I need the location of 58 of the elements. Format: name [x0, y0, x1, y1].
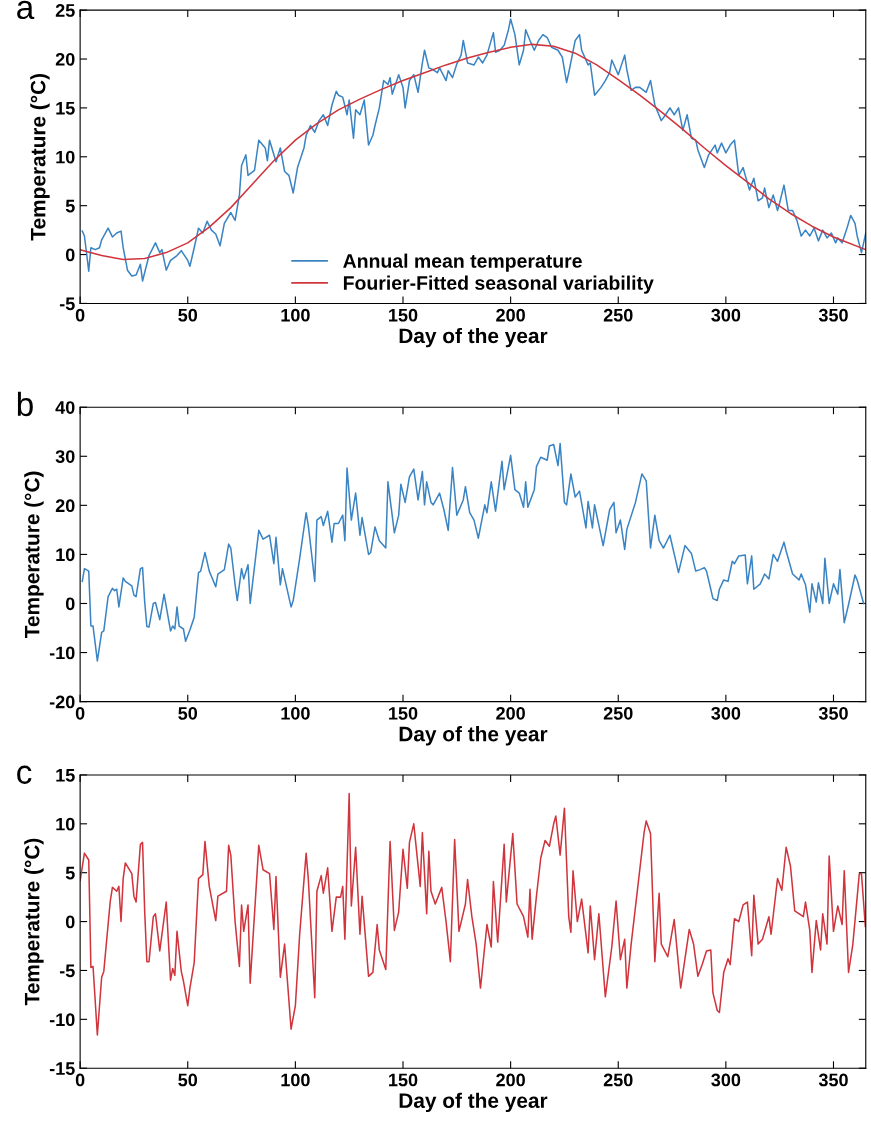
x-tick-label: 150	[389, 308, 418, 322]
x-tick-label: 50	[178, 706, 198, 720]
y-tick-label: 15	[56, 769, 75, 782]
x-tick-label: 250	[603, 706, 633, 720]
x-tick-label: 150	[389, 1073, 418, 1087]
legend-label: Annual mean temperature	[343, 253, 582, 272]
x-tick-label: 200	[496, 308, 525, 322]
x-tick-label: 0	[75, 1073, 85, 1087]
y-axis-title: Temperature (°C)	[30, 73, 50, 241]
x-tick-label: 300	[711, 706, 741, 720]
x-axis-title: Day of the year	[399, 327, 548, 348]
y-tick-label: -15	[49, 1062, 75, 1075]
y-tick-label: -5	[59, 964, 75, 978]
x-tick-label: 100	[281, 1073, 310, 1087]
x-tick-label: 350	[818, 706, 848, 720]
x-tick-label: 200	[496, 1073, 525, 1087]
chart-title: b	[17, 391, 33, 417]
x-tick-label: 250	[603, 308, 633, 322]
x-tick-label: 100	[281, 706, 310, 720]
y-tick-label: -10	[49, 646, 75, 660]
y-tick-label: -10	[49, 1013, 75, 1027]
y-tick-label: 25	[55, 4, 75, 17]
x-tick-label: 100	[281, 308, 310, 322]
x-tick-label: 0	[75, 706, 85, 720]
x-tick-label: 200	[496, 706, 525, 720]
y-tick-label: 30	[55, 450, 75, 464]
chart-title: c	[17, 765, 32, 784]
y-tick-label: 0	[65, 248, 75, 262]
y-axis-title: Temperature (°C)	[24, 471, 44, 639]
y-tick-label: -5	[59, 297, 75, 311]
line-series	[80, 792, 866, 1036]
y-tick-label: 5	[65, 866, 75, 880]
x-tick-label: 50	[178, 308, 198, 322]
y-tick-label: 10	[56, 548, 75, 562]
y-tick-label: 15	[56, 102, 75, 115]
y-tick-label: 20	[55, 52, 75, 66]
x-axis-title: Day of the year	[399, 726, 548, 746]
x-tick-label: 0	[75, 308, 85, 322]
x-tick-label: 350	[818, 308, 848, 322]
y-tick-label: 10	[56, 150, 75, 164]
y-tick-label: 0	[65, 597, 75, 611]
line-series	[81, 442, 865, 662]
legend-label: Fourier-Fitted seasonal variability	[343, 275, 654, 294]
y-tick-label: 0	[65, 915, 75, 929]
y-tick-label: -20	[49, 695, 75, 709]
y-tick-label: 10	[56, 817, 75, 831]
y-tick-label: 5	[65, 199, 75, 213]
chart-title: a	[17, 0, 35, 20]
x-tick-label: 250	[603, 1073, 633, 1087]
x-tick-label: 350	[818, 1073, 848, 1087]
y-tick-label: 20	[55, 499, 75, 513]
x-axis-title: Day of the year	[399, 1092, 548, 1113]
x-tick-label: 150	[389, 706, 418, 720]
y-axis-title: Temperature (°C)	[24, 838, 44, 1006]
y-tick-label: 40	[55, 401, 75, 414]
x-tick-label: 50	[178, 1073, 198, 1087]
x-tick-label: 300	[711, 308, 741, 322]
x-tick-label: 300	[711, 1073, 741, 1087]
